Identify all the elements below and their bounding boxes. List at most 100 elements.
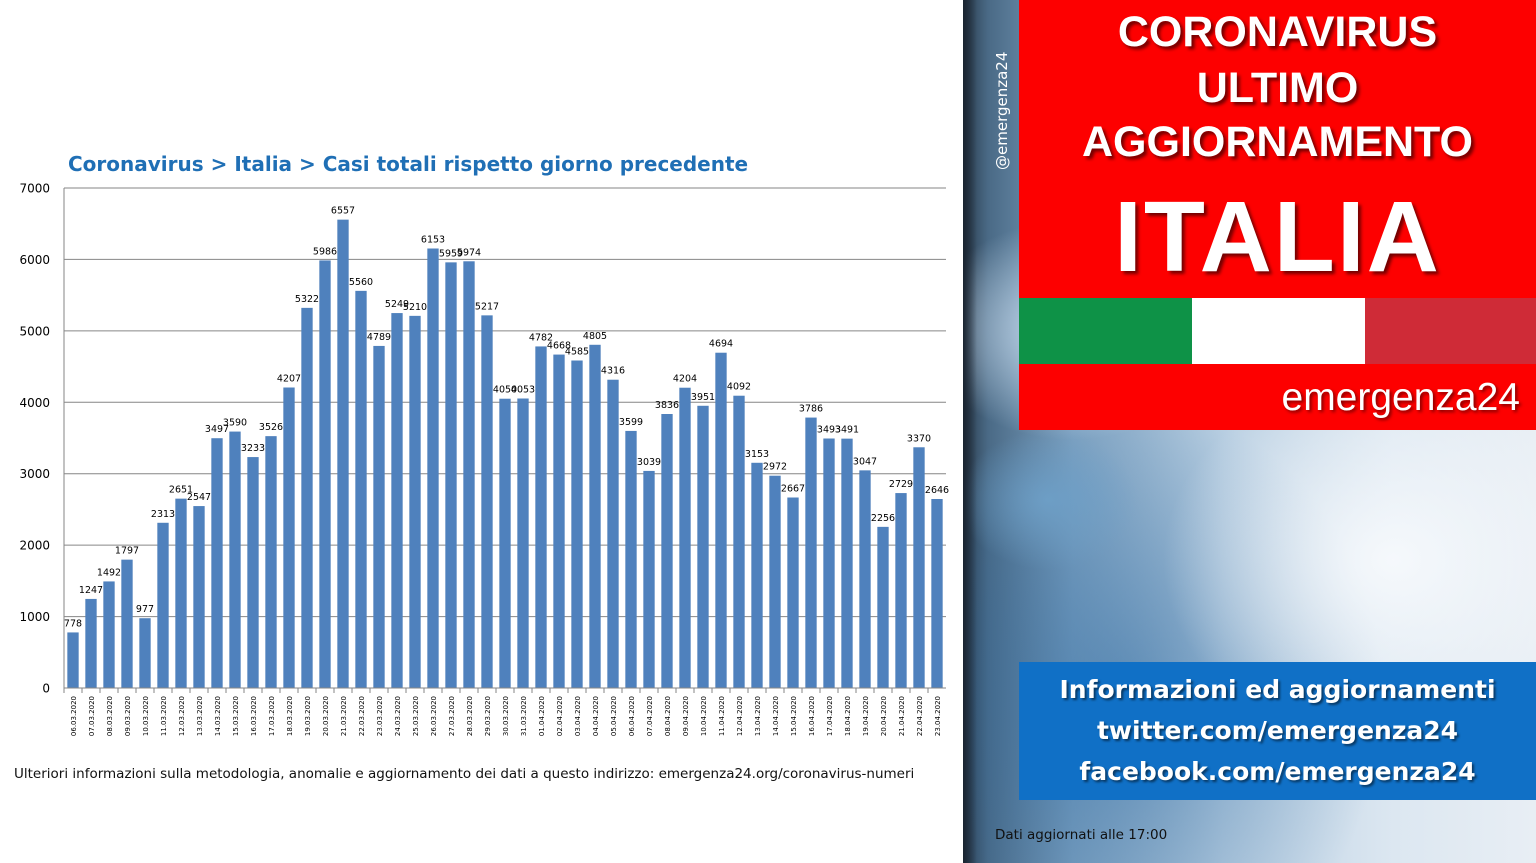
x-tick-label: 07.04.2020 (646, 696, 654, 736)
x-tick-label: 18.04.2020 (844, 696, 852, 736)
banner-line-ultimo: ULTIMO (1196, 64, 1359, 112)
flag-red-stripe (1365, 298, 1536, 364)
x-tick-label: 19.03.2020 (304, 696, 312, 736)
data-label: 6557 (331, 206, 355, 217)
chart-panel: Coronavirus > Italia > Casi totali rispe… (14, 152, 950, 782)
data-label: 4204 (673, 374, 697, 385)
banner-line-aggiornamento: AGGIORNAMENTO (1082, 118, 1473, 166)
info-heading: Informazioni ed aggiornamenti (1059, 675, 1496, 704)
bar (157, 522, 169, 688)
bar (445, 262, 457, 688)
bar (283, 387, 295, 688)
data-label: 2972 (763, 462, 787, 473)
data-label: 5217 (475, 301, 499, 312)
x-tick-label: 11.03.2020 (160, 696, 168, 736)
twitter-link[interactable]: twitter.com/emergenza24 (1096, 716, 1459, 745)
x-tick-label: 15.04.2020 (790, 696, 798, 736)
bar (175, 498, 187, 688)
methodology-footnote: Ulteriori informazioni sulla metodologia… (14, 766, 915, 782)
data-label: 4316 (601, 366, 625, 377)
flag-green-stripe (1019, 298, 1192, 364)
y-tick-label: 0 (42, 682, 50, 696)
data-label: 3599 (619, 417, 643, 428)
x-tick-label: 14.04.2020 (772, 696, 780, 736)
bar (661, 414, 673, 688)
x-tick-label: 22.03.2020 (358, 696, 366, 736)
bar (499, 398, 511, 688)
facebook-link[interactable]: facebook.com/emergenza24 (1079, 757, 1476, 786)
x-tick-label: 20.04.2020 (880, 696, 888, 736)
x-tick-label: 28.03.2020 (466, 696, 474, 736)
x-tick-label: 22.04.2020 (916, 696, 924, 736)
bar (337, 219, 349, 688)
data-label: 1247 (79, 585, 103, 596)
bar (139, 618, 151, 688)
data-label: 5249 (385, 299, 409, 310)
data-label: 3497 (205, 424, 229, 435)
x-tick-label: 23.03.2020 (376, 696, 384, 736)
x-tick-label: 02.04.2020 (556, 696, 564, 736)
data-label: 5210 (403, 302, 427, 313)
y-tick-label: 5000 (19, 324, 50, 338)
bar (229, 431, 241, 688)
data-label: 4668 (547, 341, 571, 352)
bar (427, 248, 439, 688)
x-tick-label: 08.04.2020 (664, 696, 672, 736)
data-label: 2651 (169, 485, 193, 496)
x-tick-label: 11.04.2020 (718, 696, 726, 736)
x-tick-label: 24.03.2020 (394, 696, 402, 736)
data-label: 2667 (781, 484, 805, 495)
data-label: 3786 (799, 404, 823, 415)
bar (409, 315, 421, 688)
x-tick-label: 12.03.2020 (178, 696, 186, 736)
x-tick-label: 10.03.2020 (142, 696, 150, 736)
bar (535, 346, 547, 688)
data-label: 2256 (871, 513, 895, 524)
flag-white-stripe (1192, 298, 1365, 364)
data-label: 3047 (853, 456, 877, 467)
banner-country: ITALIA (1114, 181, 1441, 293)
bar (877, 526, 889, 688)
bar (103, 581, 115, 688)
data-label: 4782 (529, 332, 553, 343)
bar (373, 345, 385, 688)
bar (787, 497, 799, 688)
data-label: 4789 (367, 332, 391, 343)
italian-flag (1019, 298, 1536, 364)
data-label: 5986 (313, 246, 337, 257)
data-label: 2547 (187, 492, 211, 503)
bar (481, 315, 493, 688)
banner-line-coronavirus: CORONAVIRUS (1117, 8, 1438, 56)
x-tick-label: 07.03.2020 (88, 696, 96, 736)
bar (553, 354, 565, 688)
x-tick-label: 09.03.2020 (124, 696, 132, 736)
x-tick-label: 06.04.2020 (628, 696, 636, 736)
data-label: 4585 (565, 347, 589, 358)
info-box: Informazioni ed aggiornamenti twitter.co… (1019, 662, 1536, 800)
bar (391, 313, 403, 688)
data-label: 3491 (835, 425, 859, 436)
data-label: 5974 (457, 247, 481, 258)
bar (679, 387, 691, 688)
y-tick-label: 2000 (19, 539, 50, 553)
bar (913, 447, 925, 688)
y-tick-label: 6000 (19, 253, 50, 267)
bar (859, 470, 871, 688)
x-tick-label: 26.03.2020 (430, 696, 438, 736)
data-label: 778 (64, 618, 82, 629)
x-tick-label: 13.03.2020 (196, 696, 204, 736)
title-banner: CORONAVIRUS ULTIMO AGGIORNAMENTO ITALIA (1019, 0, 1536, 298)
watermark: @emergenza24 (993, 51, 1011, 170)
data-label: 5322 (295, 294, 319, 305)
data-label: 3370 (907, 433, 931, 444)
x-tick-label: 03.04.2020 (574, 696, 582, 736)
brand-name: emergenza24 (1281, 376, 1521, 419)
bar (625, 430, 637, 688)
bar (805, 417, 817, 688)
data-label: 6153 (421, 235, 445, 246)
x-tick-label: 14.03.2020 (214, 696, 222, 736)
bar-chart: 0 1000 2000 3000 4000 5000 6000 7000 778 06.03.20… (19, 182, 949, 737)
data-label: 5560 (349, 277, 373, 288)
data-label: 2729 (889, 479, 913, 490)
x-tick-label: 15.03.2020 (232, 696, 240, 736)
